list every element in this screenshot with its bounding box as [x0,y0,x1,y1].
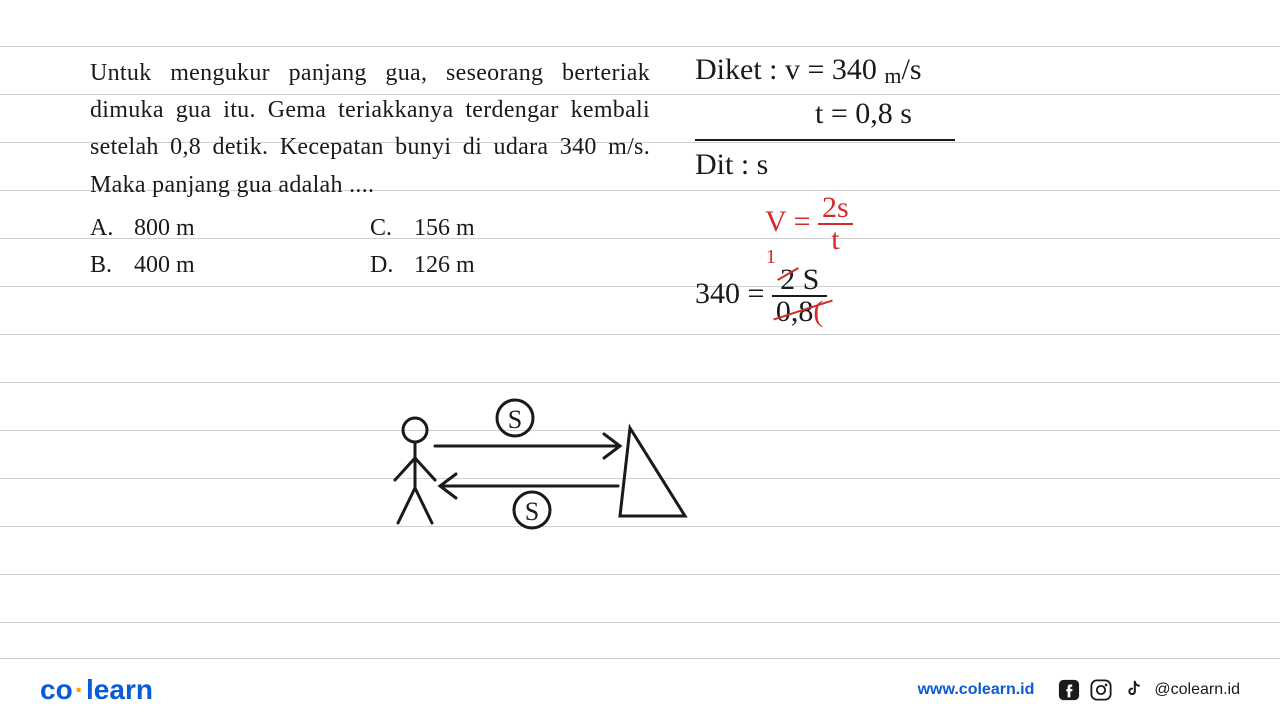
given-line-1: Diket : v = 340 m /s [695,48,955,92]
diagram-label-top: S [508,405,522,434]
calc-num-rest: S [803,263,820,296]
option-letter: C. [370,210,396,247]
question-block: Untuk mengukur panjang gua, seseorang be… [90,55,650,284]
option-letter: A. [90,210,116,247]
option-text: 400 m [134,247,195,284]
dit-var: s [757,148,769,181]
formula-lhs: V = [765,204,811,237]
option-c: C. 156 m [370,210,650,247]
option-text: 126 m [414,247,475,284]
unit-num: m [884,66,901,86]
footer: co·learn www.colearn.id @colearn.id [0,658,1280,720]
footer-url: www.colearn.id [918,681,1035,699]
diket-label: Diket : [695,53,778,86]
given-line-2: t = 0,8 s [695,92,955,136]
tiktok-icon [1122,679,1144,701]
asked-line: Dit : s [695,139,955,187]
logo-dot: · [73,674,86,705]
diket-v: v = 340 [785,53,877,86]
option-letter: D. [370,247,396,284]
calc-lhs: 340 = [695,276,764,309]
facebook-icon [1058,679,1080,701]
option-text: 156 m [414,210,475,247]
formula-numerator: 2s [818,193,853,225]
logo-left: co [40,674,73,705]
question-text: Untuk mengukur panjang gua, seseorang be… [90,55,650,204]
option-letter: B. [90,247,116,284]
echo-diagram: S S [380,388,700,563]
footer-handle: @colearn.id [1154,681,1240,699]
option-text: 800 m [134,210,195,247]
diagram-label-bottom: S [525,497,539,526]
unit-den: s [910,53,922,86]
option-a: A. 800 m [90,210,370,247]
dit-label: Dit : [695,148,749,181]
formula-line: V = 2s t [695,193,955,255]
options-grid: A. 800 m C. 156 m B. 400 m D. 126 m [90,210,650,284]
option-b: B. 400 m [90,247,370,284]
formula-denominator: t [818,225,853,255]
instagram-icon [1090,679,1112,701]
footer-right: www.colearn.id @colearn.id [918,679,1240,701]
calculation-line: 340 = 1 2 S 0,8( [695,265,955,327]
calc-den-extra: ( [813,295,823,328]
calc-above: 1 [766,247,776,267]
logo-right: learn [86,674,153,705]
logo: co·learn [40,674,153,706]
calc-num-strike: 2 [780,263,803,296]
option-d: D. 126 m [370,247,650,284]
handwritten-work: Diket : v = 340 m /s t = 0,8 s Dit : s V… [695,48,955,327]
